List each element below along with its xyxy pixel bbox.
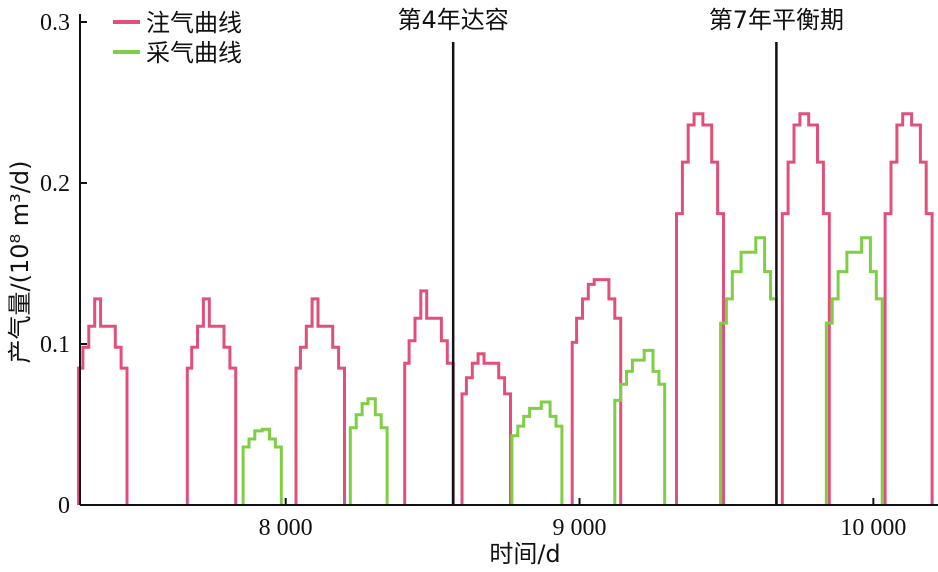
x-axis-label: 时间/d: [489, 540, 560, 568]
series-0-cycle-4: [460, 352, 512, 505]
y-tick-label-0: 0: [58, 493, 70, 519]
annotation-label-0: 第4年达容: [398, 6, 509, 34]
series-1-cycle-3: [613, 348, 667, 505]
series-0-cycle-7: [780, 112, 831, 505]
series-1-cycle-2: [510, 400, 564, 505]
series-1-cycle-4: [719, 236, 778, 505]
x-tick-label-2: 10 000: [840, 515, 906, 541]
series-0-cycle-6: [675, 112, 725, 505]
y-axis-label: 产气量/(10⁸ m³/d): [6, 161, 34, 364]
series-injection: [77, 112, 934, 505]
series-1-cycle-0: [241, 427, 283, 505]
x-tick-label-1: 9 000: [553, 515, 607, 541]
annotation-layer: 第4年达容 第7年平衡期: [398, 6, 844, 505]
series-production: [241, 236, 884, 505]
series-0-cycle-8: [883, 112, 934, 505]
y-tick-label-3: 0.3: [40, 10, 70, 36]
series-0-cycle-5: [570, 278, 623, 505]
series-1-cycle-5: [824, 236, 884, 505]
legend-label-1: 采气曲线: [146, 39, 242, 67]
ticks: 0 0.1 0.2 0.3 8 000 9 000 10 000: [40, 10, 906, 541]
x-tick-label-0: 8 000: [259, 515, 313, 541]
series-0-cycle-0: [77, 297, 129, 505]
annotation-label-1: 第7年平衡期: [709, 6, 844, 34]
series-0-cycle-2: [294, 297, 346, 505]
series-0-cycle-3: [403, 289, 455, 505]
series-0-cycle-1: [185, 297, 238, 505]
y-tick-label-1: 0.1: [40, 332, 70, 358]
series-layer: [77, 112, 934, 505]
legend-label-0: 注气曲线: [146, 9, 242, 37]
axes: [79, 14, 938, 506]
series-1-cycle-1: [348, 397, 389, 505]
y-tick-label-2: 0.2: [40, 171, 70, 197]
